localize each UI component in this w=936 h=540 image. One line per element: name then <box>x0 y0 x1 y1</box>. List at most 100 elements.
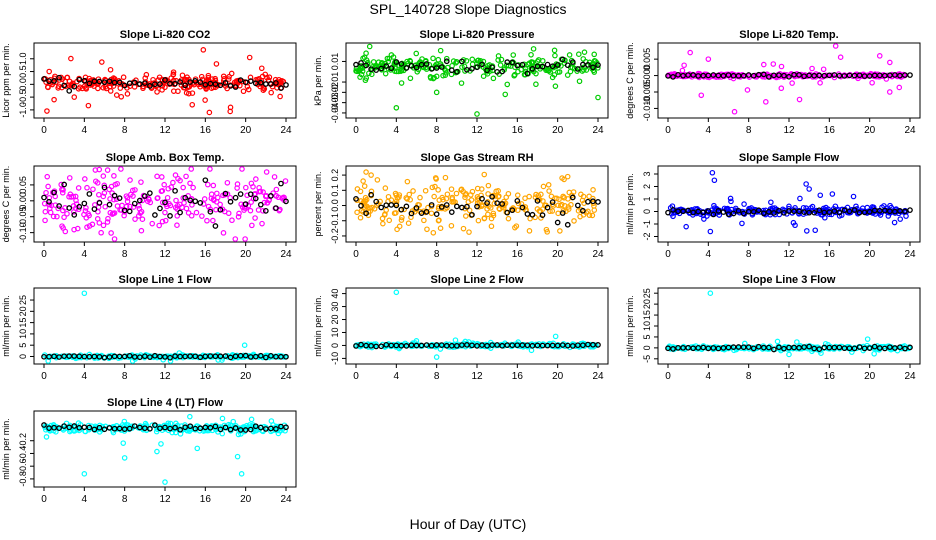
data-point-hourly <box>755 207 762 214</box>
data-point <box>460 225 467 232</box>
data-point-hourly <box>776 207 782 214</box>
data-point <box>360 209 366 215</box>
x-tick-label: 20 <box>240 494 252 505</box>
data-point <box>45 201 52 208</box>
x-tick-label: 20 <box>240 371 252 382</box>
data-point-hourly <box>86 353 93 360</box>
data-point <box>132 187 138 193</box>
data-point <box>485 182 492 189</box>
data-point <box>496 206 503 212</box>
data-point <box>368 172 374 178</box>
data-point-hourly <box>534 197 541 204</box>
data-point-hourly <box>247 191 254 198</box>
data-point <box>806 186 812 192</box>
y-axis-label: degrees C per min. <box>1 166 11 243</box>
data-point-hourly <box>403 343 410 349</box>
data-point <box>261 86 268 92</box>
x-tick-label: 0 <box>353 125 359 136</box>
data-point <box>86 223 93 229</box>
data-point-hourly <box>806 343 813 350</box>
data-point-hourly <box>881 207 888 214</box>
data-point <box>728 198 734 205</box>
data-point-hourly <box>443 202 450 208</box>
data-point-hourly <box>433 211 440 218</box>
data-point <box>698 92 705 99</box>
data-point <box>407 75 414 82</box>
x-tick-label: 4 <box>394 125 400 136</box>
data-point-hourly <box>670 346 676 352</box>
data-point <box>398 217 405 223</box>
chart-panel: Slope Li-820 CO2 Licor ppm per min. 0 4 8 12 1… <box>1 29 297 136</box>
data-point-hourly <box>106 354 113 360</box>
data-point <box>525 61 531 68</box>
data-point-hourly <box>806 72 813 79</box>
data-point <box>118 166 124 172</box>
data-point-hourly <box>227 198 234 205</box>
data-point <box>58 181 64 188</box>
data-point <box>96 166 103 173</box>
data-point <box>186 90 192 97</box>
data-point-hourly <box>202 353 209 360</box>
data-point <box>214 190 220 197</box>
x-tick-label: 16 <box>512 249 524 260</box>
data-point <box>158 441 164 447</box>
x-tick-label: 0 <box>665 249 671 260</box>
data-point-hourly <box>494 342 501 348</box>
data-point <box>246 54 253 61</box>
data-point <box>475 217 482 224</box>
data-point <box>81 290 88 297</box>
x-tick-label: 24 <box>280 125 292 136</box>
data-point-hourly <box>831 208 838 214</box>
data-point <box>741 201 747 207</box>
y-tick-label: -2 <box>642 232 652 240</box>
data-point <box>436 217 442 223</box>
data-point-hourly <box>499 342 506 349</box>
data-point <box>796 96 803 103</box>
data-point-hourly <box>549 63 556 70</box>
data-point-hourly <box>268 193 274 199</box>
data-point <box>234 453 241 460</box>
y-tick-label: -0.2 <box>18 433 28 449</box>
data-point <box>242 236 248 242</box>
data-point-hourly <box>776 344 782 351</box>
data-point-hourly <box>459 204 465 211</box>
chart-title: Slope Line 2 Flow <box>431 274 524 286</box>
data-point <box>533 191 539 198</box>
data-point <box>357 188 364 195</box>
data-point <box>161 181 167 188</box>
data-point <box>478 192 484 199</box>
x-tick-label: 4 <box>706 125 712 136</box>
data-point <box>871 350 877 357</box>
data-point-hourly <box>76 353 83 360</box>
data-point <box>444 64 451 71</box>
data-point-hourly <box>111 192 118 199</box>
data-point <box>528 51 534 58</box>
data-point-hourly <box>192 353 199 360</box>
data-point-hourly <box>760 210 767 217</box>
chart-title: Slope Li-820 CO2 <box>120 29 210 41</box>
data-point-hourly <box>559 56 566 63</box>
data-point <box>774 338 781 345</box>
data-point-hourly <box>202 81 209 88</box>
data-point <box>174 213 181 219</box>
data-point-hourly <box>202 424 209 431</box>
data-point-hourly <box>590 64 596 71</box>
data-point-hourly <box>690 209 697 216</box>
data-point-hourly <box>529 342 536 349</box>
data-point-hourly <box>539 212 546 218</box>
data-point <box>353 68 359 74</box>
x-tick-label: 4 <box>82 494 88 505</box>
data-point <box>190 184 196 191</box>
data-point <box>727 195 734 202</box>
data-point-hourly <box>760 71 767 78</box>
data-point <box>75 185 82 191</box>
data-point-hourly <box>273 205 279 211</box>
data-point-hourly <box>585 341 591 348</box>
data-point <box>280 194 287 201</box>
y-tick-label: 0.0 <box>18 78 28 91</box>
data-point-hourly <box>268 81 274 87</box>
data-point-hourly <box>66 205 73 211</box>
data-point-hourly <box>141 80 148 87</box>
x-tick-label: 12 <box>471 371 483 382</box>
data-point-hourly <box>207 208 214 215</box>
